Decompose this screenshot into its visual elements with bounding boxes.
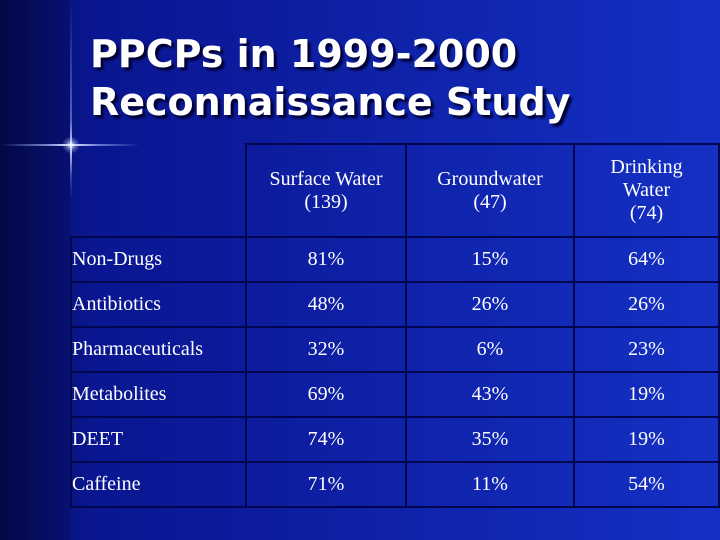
cell-surface-water: 69%: [245, 371, 407, 418]
cell-surface-water: 74%: [245, 416, 407, 463]
cell-groundwater: 6%: [405, 326, 575, 373]
left-decor-band: [0, 0, 70, 540]
row-label: Metabolites: [70, 371, 247, 418]
table-row: Antibiotics 48% 26% 26%: [70, 281, 720, 328]
cell-drinking-water: 19%: [573, 416, 720, 463]
slide-title: PPCPs in 1999-2000 Reconnaissance Study: [90, 30, 570, 126]
table-header-row: Surface Water (139) Groundwater (47) Dri…: [71, 143, 720, 238]
table-row: Caffeine 71% 11% 54%: [70, 461, 720, 508]
cell-groundwater: 26%: [405, 281, 575, 328]
header-drinking-water: Drinking Water (74): [573, 143, 720, 238]
cell-drinking-water: 26%: [573, 281, 720, 328]
row-label: Non-Drugs: [70, 236, 247, 283]
title-line-1: PPCPs in 1999-2000: [90, 32, 518, 76]
decor-vertical-line: [70, 0, 72, 200]
cell-drinking-water: 23%: [573, 326, 720, 373]
cell-groundwater: 15%: [405, 236, 575, 283]
cell-groundwater: 43%: [405, 371, 575, 418]
cell-drinking-water: 19%: [573, 371, 720, 418]
cell-groundwater: 35%: [405, 416, 575, 463]
table-row: Metabolites 69% 43% 19%: [70, 371, 720, 418]
table-row: Pharmaceuticals 32% 6% 23%: [70, 326, 720, 373]
cell-surface-water: 48%: [245, 281, 407, 328]
header-surface-water: Surface Water (139): [245, 143, 407, 238]
row-label: Pharmaceuticals: [70, 326, 247, 373]
cell-surface-water: 32%: [245, 326, 407, 373]
table-row: Non-Drugs 81% 15% 64%: [70, 236, 720, 283]
results-table: Surface Water (139) Groundwater (47) Dri…: [70, 143, 720, 508]
row-label: Antibiotics: [70, 281, 247, 328]
row-label: Caffeine: [70, 461, 247, 508]
table-row: DEET 74% 35% 19%: [70, 416, 720, 463]
cell-surface-water: 81%: [245, 236, 407, 283]
cell-drinking-water: 64%: [573, 236, 720, 283]
header-groundwater: Groundwater (47): [405, 143, 575, 238]
title-line-2: Reconnaissance Study: [90, 80, 571, 124]
cell-drinking-water: 54%: [573, 461, 720, 508]
header-corner-cell: [71, 144, 247, 238]
cell-surface-water: 71%: [245, 461, 407, 508]
cell-groundwater: 11%: [405, 461, 575, 508]
row-label: DEET: [70, 416, 247, 463]
